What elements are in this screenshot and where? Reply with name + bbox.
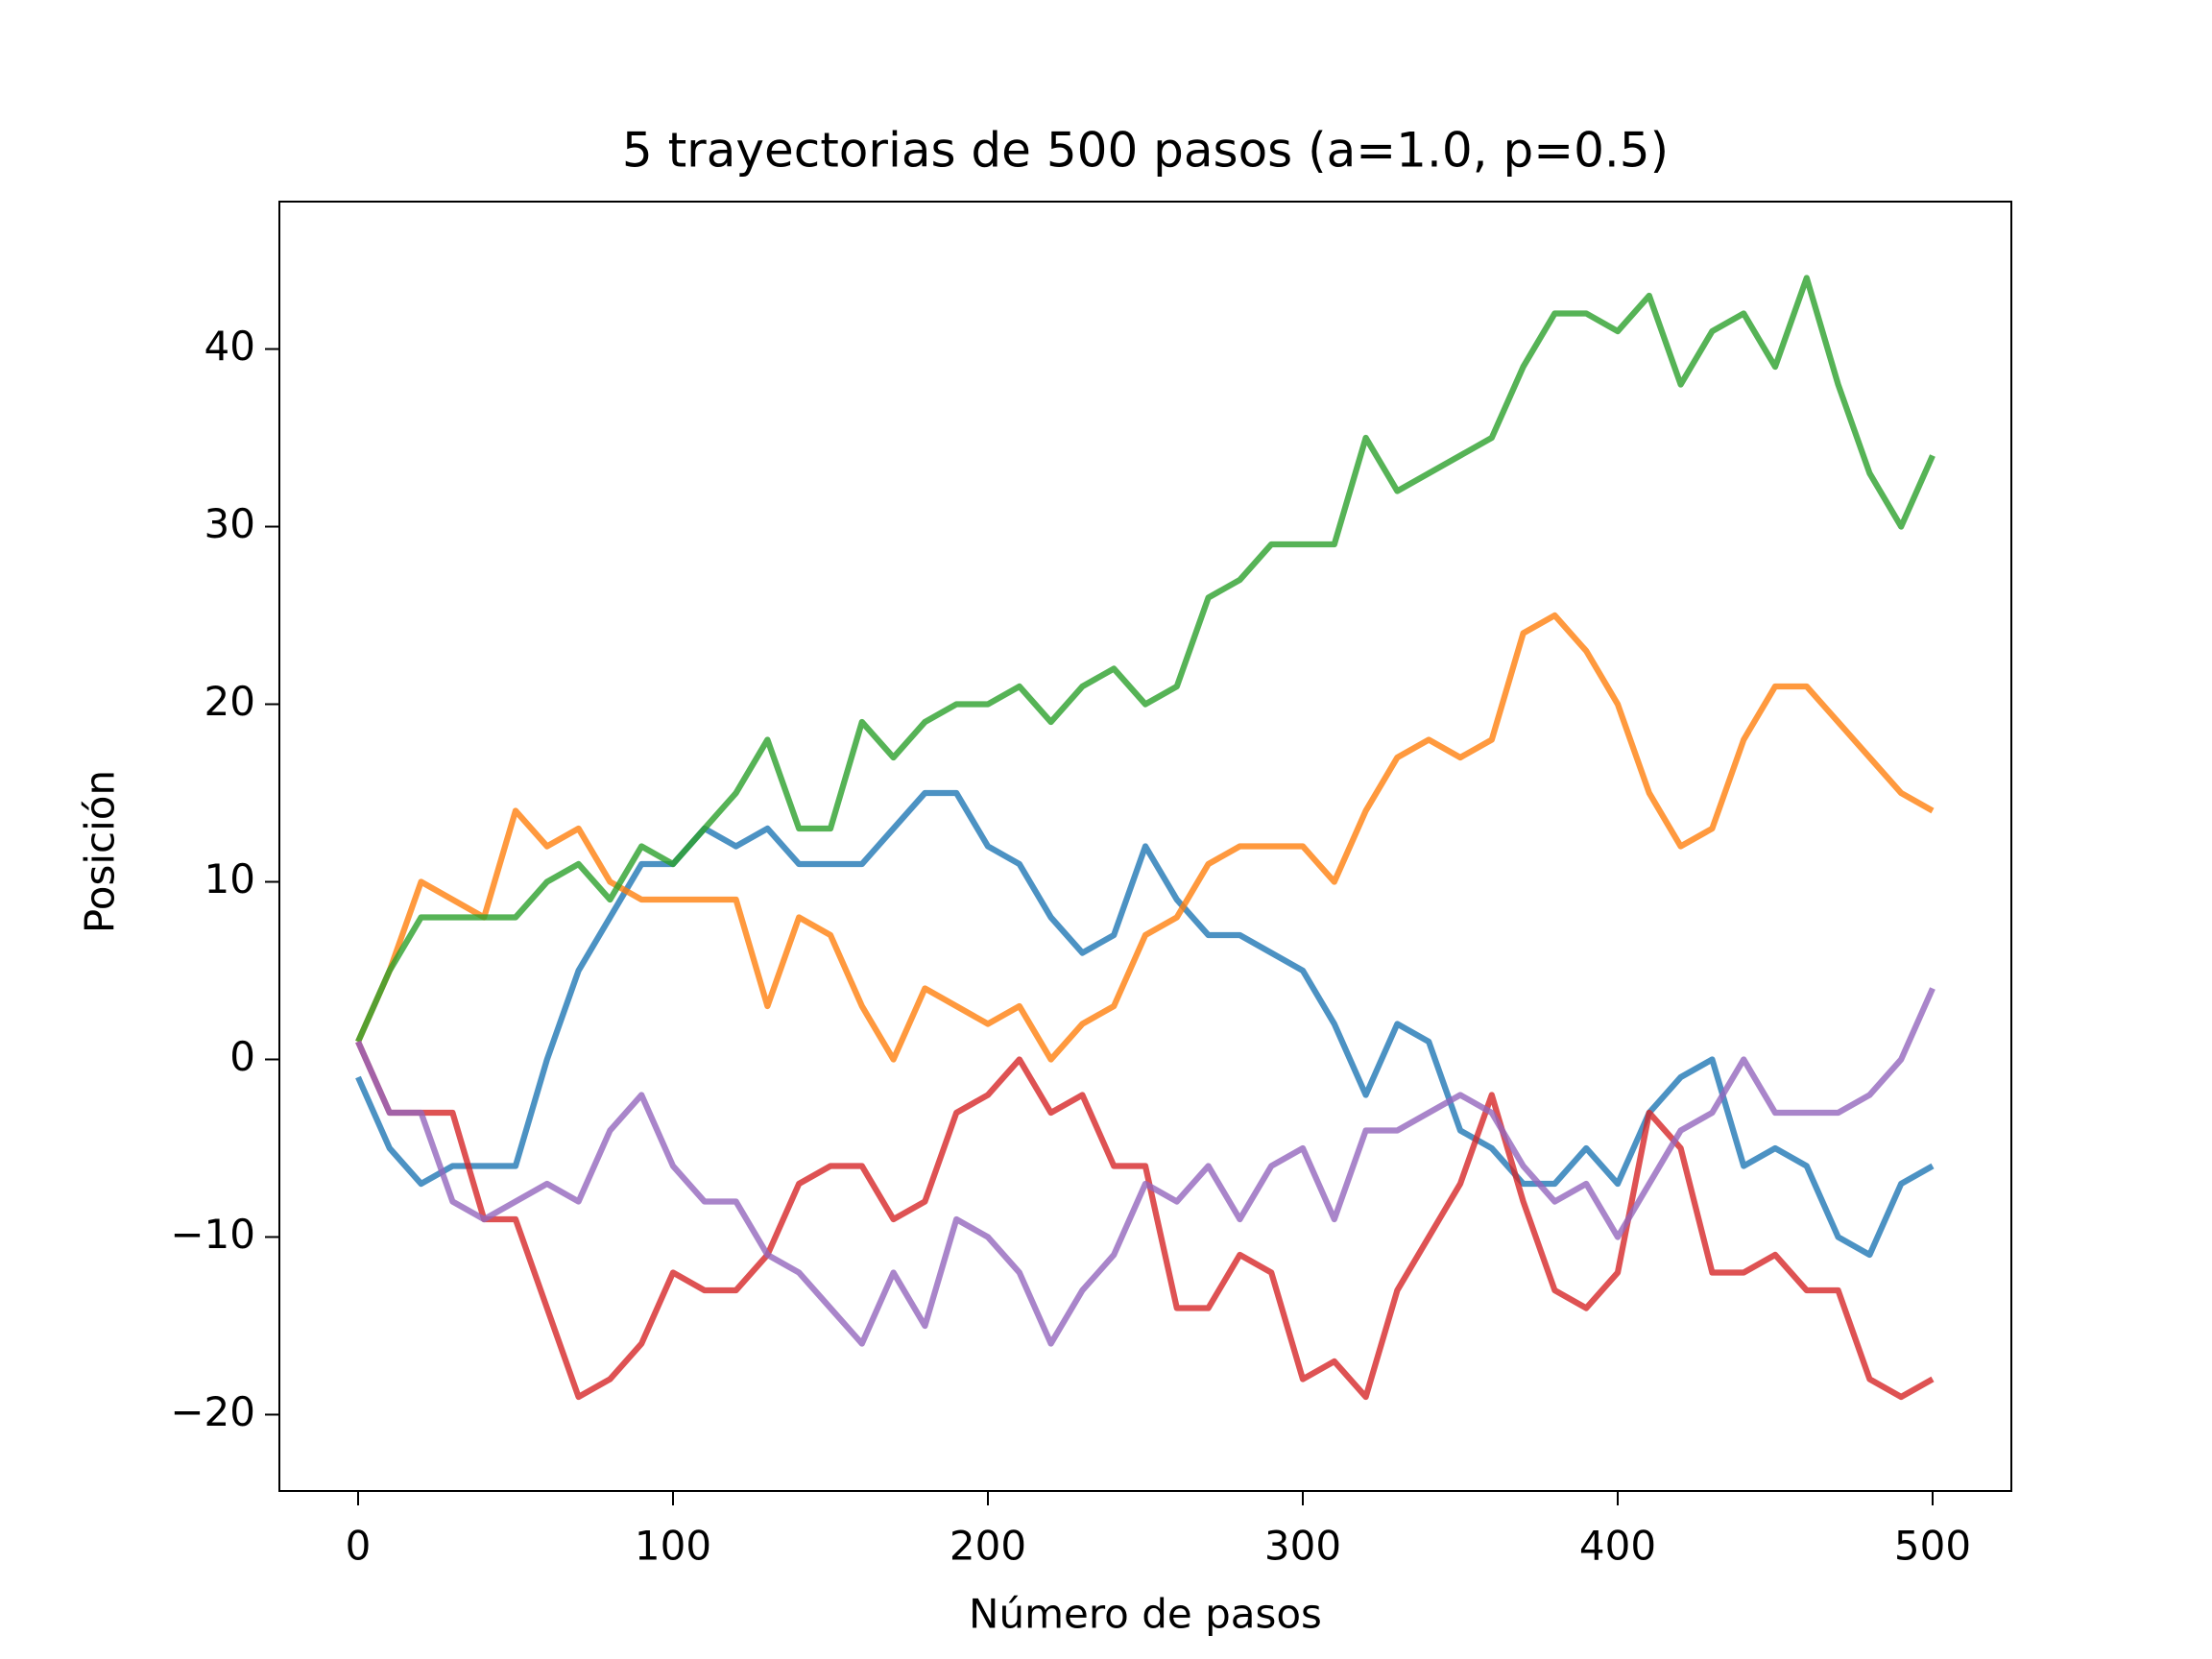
x-tick-label: 400 — [1579, 1523, 1656, 1570]
y-axis-label: Posición — [77, 770, 124, 933]
y-tick-label: −20 — [170, 1388, 255, 1435]
plot-frame — [278, 201, 2012, 1492]
x-tick-label: 200 — [950, 1523, 1026, 1570]
x-tick-label: 500 — [1894, 1523, 1971, 1570]
series-line — [355, 789, 1935, 1259]
chart-title: 5 trayectorias de 500 pasos (a=1.0, p=0.… — [622, 123, 1669, 179]
y-tick-label: 20 — [204, 678, 255, 725]
series-line — [355, 1040, 1935, 1401]
x-tick-label: 300 — [1264, 1523, 1341, 1570]
y-tick-label: −10 — [170, 1211, 255, 1258]
y-tick-label: 30 — [204, 500, 255, 547]
series-line — [355, 275, 1936, 1044]
x-axis-label: Número de pasos — [969, 1591, 1322, 1638]
series-line — [355, 987, 1936, 1347]
y-tick-label: 0 — [229, 1033, 255, 1080]
x-tick-label: 0 — [346, 1523, 372, 1570]
series-line — [355, 612, 1935, 1063]
y-tick-label: 40 — [204, 323, 255, 370]
x-tick-label: 100 — [635, 1523, 711, 1570]
y-tick-label: 10 — [204, 855, 255, 902]
